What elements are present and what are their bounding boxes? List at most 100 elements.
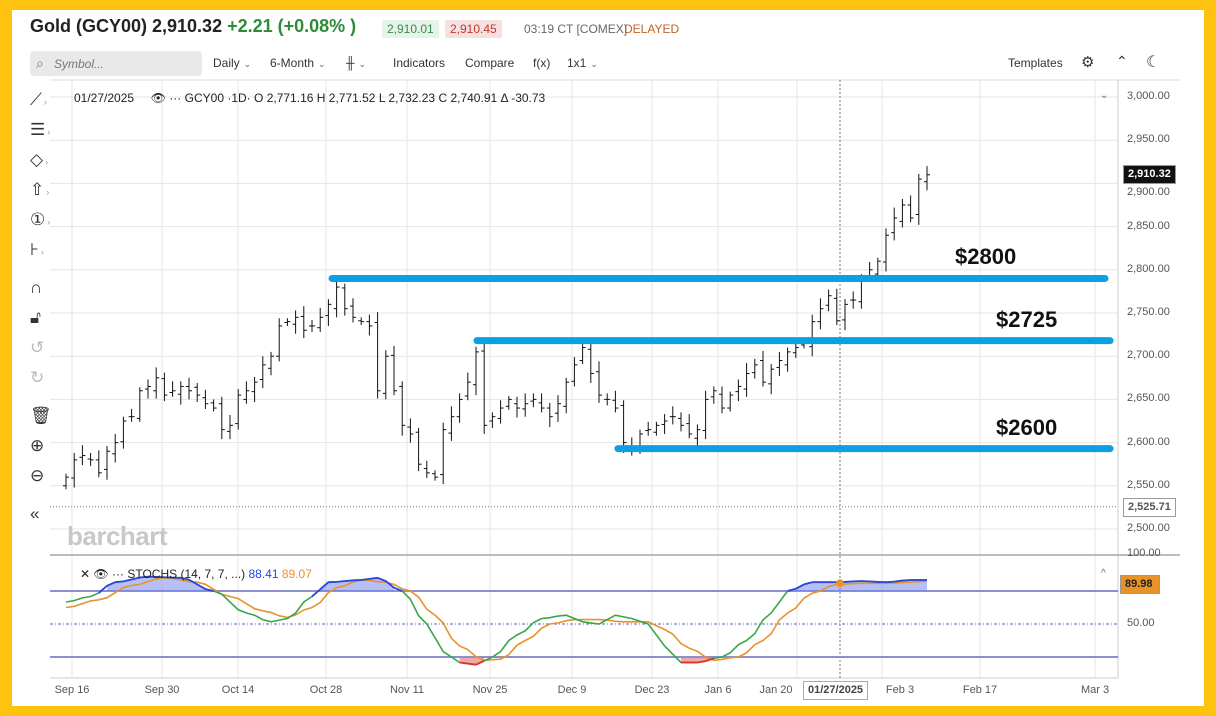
stoch-k-overbought-segment: [795, 583, 805, 590]
lock-tool[interactable]: 🔓︎: [30, 308, 60, 328]
collapse-icon[interactable]: ⌃: [1116, 53, 1128, 69]
templates-button[interactable]: Templates: [1008, 56, 1063, 70]
layout-label: 1x1: [567, 56, 587, 70]
stoch-k-overbought-segment: [344, 579, 354, 582]
arrow-tool[interactable]: ⇧ ›: [30, 180, 60, 200]
chevron-down-icon: ⌄: [358, 59, 367, 69]
level-label: $2600: [996, 414, 1058, 440]
stoch-k-oversold-segment: [459, 661, 468, 665]
indicators-button[interactable]: Indicators: [393, 56, 446, 70]
dark-mode-icon[interactable]: ☾: [1146, 54, 1161, 71]
compare-button[interactable]: Compare: [465, 56, 515, 70]
legend-symbol: GCY00 ·1D·: [184, 91, 251, 105]
stoch-k-oversold-segment: [697, 660, 706, 664]
trendline-tool[interactable]: ⟋ ›: [30, 90, 60, 110]
more-icon[interactable]: ···: [111, 567, 124, 581]
close-icon[interactable]: ✕: [80, 567, 91, 581]
price-axis-label: 3,000.00: [1127, 90, 1170, 102]
date-axis-label: Mar 3: [1080, 684, 1110, 696]
zoom-in-icon: ⊕: [30, 436, 45, 455]
chevron-right-icon: ›: [47, 127, 51, 137]
more-icon[interactable]: ···: [169, 91, 182, 105]
stoch-k-overbought-segment: [139, 575, 149, 579]
magnet-tool[interactable]: ∩: [30, 278, 60, 298]
date-axis-label: Jan 6: [704, 684, 732, 696]
double-chevron-left-icon: «: [30, 504, 40, 523]
interval-label: Daily: [213, 56, 240, 70]
symbol-search-input[interactable]: ⌕ Symbol...: [30, 51, 202, 76]
stoch-k-overbought-segment: [361, 578, 370, 581]
stoch-current-tag: 89.98: [1120, 575, 1160, 594]
undo-icon: ↺: [30, 338, 45, 357]
measure-tool[interactable]: ⊦ ›: [30, 240, 60, 260]
stoch-k-overbought-segment: [180, 576, 190, 581]
fib-tool[interactable]: ☰ ›: [30, 120, 60, 140]
price-axis-label: 2,850.00: [1127, 219, 1170, 232]
zoom-out-button[interactable]: ⊖: [30, 466, 60, 486]
date-axis-label: Nov 11: [389, 684, 425, 696]
legend-delta: Δ -30.73: [500, 91, 546, 105]
level-label: $2725: [996, 306, 1058, 332]
chevron-right-icon: ›: [40, 247, 44, 257]
search-placeholder: Symbol...: [54, 57, 105, 71]
symbol-price: Gold (GCY00) 2,910.32: [30, 16, 223, 36]
gear-icon[interactable]: ⚙: [1081, 54, 1095, 71]
undo-button[interactable]: ↺: [30, 338, 60, 358]
shape-tool[interactable]: ◇ ›: [30, 150, 60, 170]
bid-price: 2,910.01: [382, 20, 439, 38]
arrow-up-icon: ⇧: [30, 180, 45, 199]
redo-icon: ↻: [30, 368, 45, 387]
eye-icon[interactable]: 👁︎: [93, 567, 109, 581]
stoch-axis-label: 100.00: [1127, 547, 1161, 559]
price-axis-label: 2,550.00: [1127, 478, 1170, 491]
chevron-right-icon: ›: [47, 217, 51, 227]
bar-chart-icon: ╫: [346, 56, 355, 70]
stoch-k-overbought-segment: [115, 580, 124, 584]
stoch-d-value: 89.07: [281, 567, 312, 581]
legend-close: C 2,740.91: [438, 91, 498, 105]
chart-type-dropdown[interactable]: ╫ ⌄: [346, 56, 366, 70]
legend-open: O 2,771.16: [254, 91, 314, 105]
shape-icon: ◇: [30, 150, 44, 169]
chevron-right-icon: ›: [45, 157, 49, 167]
stoch-k-overbought-segment: [869, 580, 878, 583]
stoch-k-overbought-segment: [885, 580, 895, 584]
delete-button[interactable]: 🗑︎: [30, 406, 60, 426]
trash-icon: 🗑︎: [30, 406, 52, 425]
interval-dropdown[interactable]: Daily ⌄: [213, 56, 251, 70]
label-tool[interactable]: ① ›: [30, 210, 60, 230]
fx-button[interactable]: f(x): [533, 56, 551, 70]
legend-low: L 2,732.23: [378, 91, 436, 105]
legend-high: H 2,771.52: [316, 91, 376, 105]
stoch-legend: ✕ 👁︎ ··· STOCHS (14, 7, 7, ...) 88.41 89…: [80, 567, 312, 581]
date-axis-label: Dec 23: [634, 684, 670, 696]
date-axis-label: Jan 20: [759, 684, 793, 696]
stoch-k-overbought-segment: [98, 585, 108, 594]
stoch-k-overbought-segment: [844, 580, 854, 583]
last-price-tag: 2,910.32: [1123, 165, 1176, 185]
quote-time: 03:19 CT [COMEX]: [524, 22, 628, 36]
legend-collapse-icon[interactable]: ⌄: [1100, 90, 1109, 101]
price-chart[interactable]: [12, 10, 1204, 706]
eye-icon[interactable]: 👁︎: [150, 91, 166, 105]
redo-button[interactable]: ↻: [30, 368, 60, 388]
chevron-down-icon: ⌄: [243, 59, 252, 69]
fib-icon: ☰: [30, 120, 46, 139]
chevron-right-icon: ›: [46, 187, 50, 197]
chevron-right-icon: ›: [43, 97, 47, 107]
range-label: 6-Month: [270, 56, 315, 70]
stoch-axis-label: 50.00: [1127, 617, 1155, 629]
date-axis-label: Dec 9: [557, 684, 587, 696]
collapse-toolbar-button[interactable]: «: [30, 504, 60, 524]
layout-dropdown[interactable]: 1x1 ⌄: [567, 56, 598, 70]
zoom-in-button[interactable]: ⊕: [30, 436, 60, 456]
stoch-k-overbought-segment: [336, 580, 345, 583]
price-axis-label: 2,800.00: [1127, 262, 1170, 275]
crosshair-marker: [836, 579, 844, 588]
date-axis-label: Sep 30: [144, 684, 180, 696]
date-axis-label: Oct 28: [309, 684, 343, 696]
date-axis-label: Feb 17: [962, 684, 998, 696]
stoch-collapse-icon[interactable]: ^: [1101, 568, 1106, 579]
range-dropdown[interactable]: 6-Month ⌄: [270, 56, 326, 70]
line-tool-icon: ⟋: [30, 90, 42, 109]
